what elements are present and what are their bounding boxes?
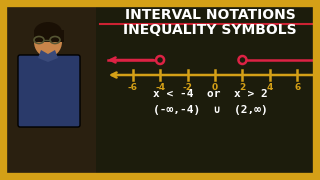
Text: x < -4  or  x > 2: x < -4 or x > 2 (153, 89, 268, 99)
FancyBboxPatch shape (18, 55, 80, 127)
Text: -4: -4 (155, 83, 165, 92)
Circle shape (238, 56, 246, 64)
Text: -2: -2 (182, 83, 193, 92)
Bar (44, 48, 53, 62)
Text: 6: 6 (294, 83, 300, 92)
Text: 4: 4 (267, 83, 273, 92)
Bar (3, 3, 96, 177)
Text: -6: -6 (128, 83, 138, 92)
Ellipse shape (34, 27, 62, 57)
Ellipse shape (34, 22, 62, 42)
Text: INEQUALITY SYMBOLS: INEQUALITY SYMBOLS (123, 23, 297, 37)
Bar (96, 3, 317, 177)
Circle shape (156, 56, 164, 64)
Text: 2: 2 (239, 83, 245, 92)
Text: INTERVAL NOTATIONS: INTERVAL NOTATIONS (124, 8, 295, 22)
Bar (34, 30, 64, 42)
Text: 0: 0 (212, 83, 218, 92)
Text: (-∞,-4)  ∪  (2,∞): (-∞,-4) ∪ (2,∞) (153, 105, 268, 115)
Polygon shape (38, 50, 58, 62)
